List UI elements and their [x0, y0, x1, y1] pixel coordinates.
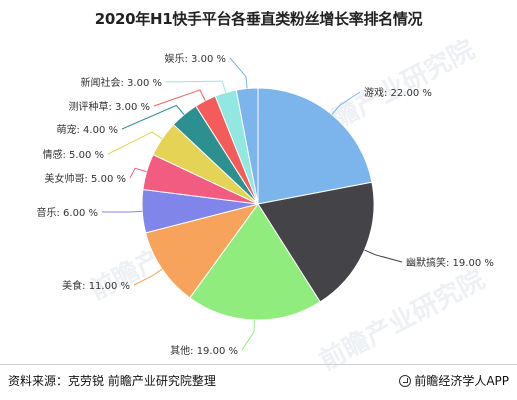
pie-slice [145, 203, 260, 299]
pie-chart: 游戏: 22.00 % 幽默搞笑: 19.00 % 其他: 19.00 % 美食: 1… [37, 52, 494, 357]
leader-line [229, 57, 248, 89]
slice-label: 情感: 5.00 % [43, 148, 105, 161]
pie-slice [257, 181, 375, 303]
chart-title: 2020年H1快手平台各垂直类粉丝增长率排名情况 [94, 10, 423, 28]
leader-line [101, 210, 143, 213]
leader-line [241, 319, 255, 351]
slice-label: 测评种草: 3.00 % [69, 100, 151, 113]
leader-line [331, 91, 361, 115]
slice-label: 美女帅哥: 5.00 % [45, 172, 127, 185]
pie-slice [235, 87, 259, 205]
slice-label: 萌宠: 4.00 % [57, 123, 119, 136]
footer-divider [0, 364, 517, 365]
brand-text: 前瞻经济学人APP [414, 374, 509, 388]
leader-line [153, 89, 206, 107]
leader-line [133, 268, 163, 286]
source-note: 资料来源：克劳锐 前瞻产业研究院整理 [8, 374, 216, 388]
pie-slice [189, 203, 321, 321]
leader-line [107, 131, 163, 155]
leader-line [129, 167, 147, 179]
leader-line [165, 80, 227, 93]
slice-label: 音乐: 6.00 % [37, 206, 99, 219]
slice-label: 美食: 11.00 % [62, 279, 130, 292]
slice-label: 其他: 19.00 % [170, 344, 238, 357]
leader-line [364, 249, 403, 263]
brand-logo-icon [399, 375, 412, 387]
leader-line [121, 104, 185, 130]
slice-label: 新闻社会: 3.00 % [81, 76, 163, 89]
slice-label: 游戏: 22.00 % [364, 86, 432, 99]
brand-label: 前瞻经济学人APP [399, 372, 509, 389]
slice-label: 娱乐: 3.00 % [165, 52, 227, 65]
slice-label: 幽默搞笑: 19.00 % [406, 256, 494, 269]
pie-slice [257, 87, 373, 205]
